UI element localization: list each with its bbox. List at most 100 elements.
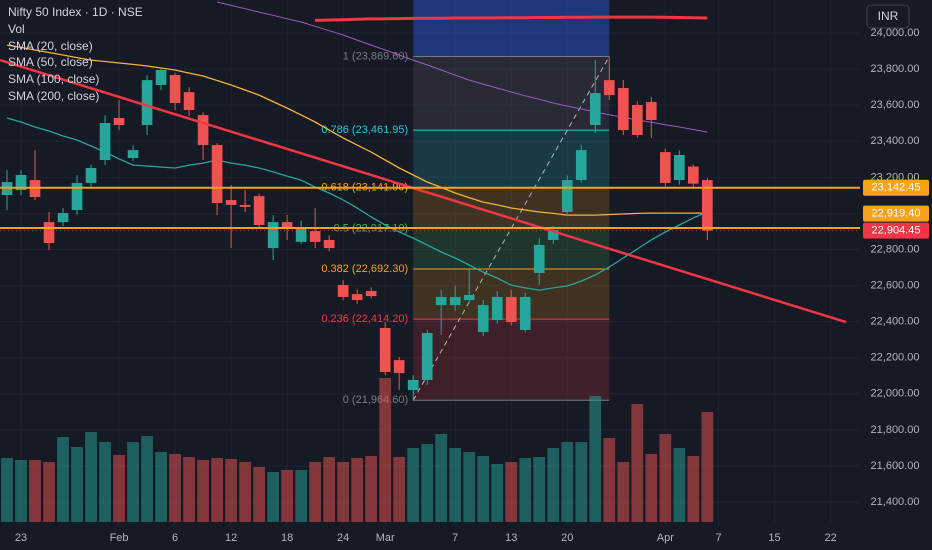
- volume-bar: [449, 448, 462, 522]
- y-tick-label: 23,800.00: [871, 63, 920, 75]
- volume-bar: [225, 459, 237, 522]
- candle-body: [337, 285, 349, 297]
- candle-body: [141, 80, 153, 126]
- candle-body: [99, 123, 111, 161]
- candle-body: [491, 296, 503, 321]
- volume-bar: [435, 434, 448, 522]
- x-tick-label: 24: [337, 532, 349, 544]
- y-tick-label: 21,800.00: [871, 424, 920, 436]
- volume-bar: [85, 432, 97, 522]
- candle-body: [702, 180, 713, 231]
- volume-bar: [561, 442, 574, 522]
- fib-band: [413, 319, 610, 401]
- legend-entry: SMA (100, close): [8, 72, 99, 86]
- volume-bar: [57, 437, 69, 522]
- candle-body: [421, 333, 433, 380]
- indicator-line: [315, 15, 708, 22]
- x-tick-label: 15: [768, 532, 780, 544]
- y-tick-label: 22,800.00: [871, 243, 920, 255]
- x-tick-label: 13: [505, 532, 517, 544]
- currency-label[interactable]: INR: [878, 9, 899, 23]
- volume-bar: [197, 460, 209, 522]
- candle-body: [211, 145, 223, 203]
- volume-bar: [407, 448, 420, 522]
- x-tick-label: 20: [561, 532, 573, 544]
- candle-body: [309, 231, 321, 242]
- fib-label: 0.236 (22,414.20): [321, 313, 408, 325]
- legend: Nifty 50 Index · 1D · NSE Vol SMA (20, c…: [8, 5, 143, 103]
- volume-bar: [701, 412, 714, 522]
- candle-body: [617, 88, 629, 131]
- legend-entry: SMA (50, close): [8, 55, 93, 69]
- candle-body: [407, 379, 419, 391]
- volume-bar: [379, 378, 392, 522]
- currency-button-box[interactable]: [866, 4, 910, 29]
- volume-bar: [267, 472, 280, 522]
- candle-body: [155, 70, 167, 85]
- volume-bar: [43, 462, 55, 522]
- candle-body: [379, 327, 391, 373]
- volume-bar: [323, 457, 336, 522]
- volume-bar: [617, 462, 630, 522]
- volume-bar: [421, 444, 434, 522]
- volume-bar: [113, 455, 125, 522]
- candle-body: [351, 294, 363, 301]
- volume-bar: [15, 460, 27, 522]
- candle-body: [603, 80, 615, 96]
- candle-body: [575, 150, 587, 181]
- volume-bar: [547, 448, 560, 522]
- candle-body: [365, 291, 377, 297]
- volume-bar: [491, 464, 504, 522]
- y-tick-label: 22,400.00: [871, 316, 920, 328]
- date-range-highlight: [413, 0, 610, 57]
- fib-trend-line: [412, 56, 610, 401]
- candle-body: [631, 105, 643, 135]
- candle-body: [169, 75, 181, 104]
- candle-body: [295, 228, 307, 242]
- y-tick-label: 23,400.00: [871, 135, 920, 147]
- candle-body: [449, 296, 461, 306]
- x-tick-label: 7: [715, 532, 721, 544]
- candle-body: [645, 101, 657, 120]
- x-tick-label: 23: [15, 532, 27, 544]
- volume-bar: [337, 462, 350, 522]
- volume-bar: [645, 454, 658, 522]
- volume-bar: [71, 447, 83, 522]
- candle-body: [85, 167, 97, 183]
- candle-body: [253, 196, 265, 225]
- volume-bar: [519, 458, 532, 522]
- fib-band: [413, 56, 610, 131]
- volume-bar: [351, 458, 364, 522]
- legend-entry: SMA (200, close): [8, 89, 99, 103]
- candle-body: [57, 213, 69, 223]
- price-badge: [863, 179, 929, 196]
- legend-entry: SMA (20, close): [8, 39, 93, 53]
- volume-bar: [575, 442, 588, 522]
- y-tick-label: 22,200.00: [871, 352, 920, 364]
- candle-body: [239, 204, 251, 207]
- y-tick-label: 21,400.00: [871, 496, 920, 508]
- fib-label: 0.382 (22,692.30): [321, 263, 408, 275]
- candle-body: [589, 93, 601, 126]
- indicator-line: [6, 44, 708, 216]
- volume-bar: [463, 452, 476, 522]
- volume-bar: [169, 454, 181, 522]
- volume-pane: [1, 378, 714, 522]
- candle-body: [463, 294, 475, 301]
- price-badge: [863, 205, 929, 222]
- x-tick-label: Apr: [657, 532, 674, 544]
- candle-body: [435, 296, 447, 306]
- volume-bar: [533, 457, 546, 522]
- candle-body: [127, 150, 139, 159]
- volume-bar: [141, 436, 153, 522]
- volume-bar: [687, 456, 700, 522]
- x-tick-label: Feb: [110, 532, 129, 544]
- candle-body: [533, 245, 545, 273]
- currency-button[interactable]: INR: [866, 4, 910, 29]
- trend-line: [0, 58, 847, 324]
- indicator-line: [6, 117, 708, 291]
- fib-label: 1 (23,869.60): [343, 50, 408, 62]
- fib-label: 0 (21,964.60): [343, 394, 408, 406]
- y-tick-label: 24,000.00: [871, 27, 920, 39]
